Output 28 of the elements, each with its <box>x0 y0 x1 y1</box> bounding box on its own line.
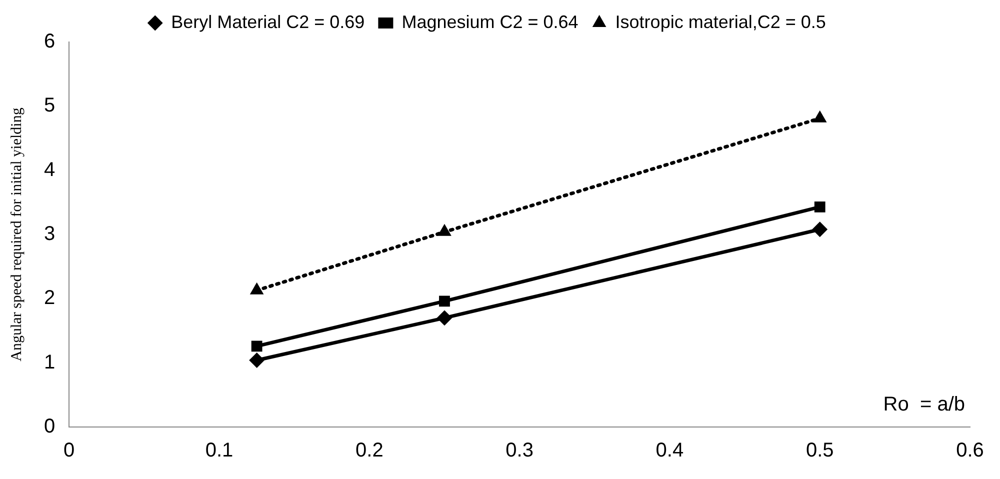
x-tick-label: 0.1 <box>205 440 234 462</box>
y-tick-label: 5 <box>44 94 56 117</box>
point <box>436 310 452 326</box>
legend-label: Isotropic material,C2 = 0.5 <box>615 12 826 32</box>
y-tick-label: 1 <box>44 351 56 374</box>
point <box>813 110 826 122</box>
x-tick-label: 0.2 <box>356 440 384 462</box>
legend-label: Beryl Material C2 = 0.69 <box>171 12 365 32</box>
y-tick-label: 6 <box>44 30 56 53</box>
x-tick-label: 0.6 <box>956 440 984 462</box>
x-axis-title: Ro = a/b <box>883 394 965 416</box>
legend-label: Magnesium C2 = 0.64 <box>402 12 578 32</box>
y-tick-label: 3 <box>44 223 56 246</box>
point <box>250 282 264 294</box>
y-axis-title: Angular speed required for initial yielding <box>8 107 25 362</box>
point <box>438 224 452 236</box>
point <box>439 296 450 307</box>
y-tick-label: 2 <box>44 287 56 310</box>
y-tick-label: 4 <box>44 158 56 181</box>
point <box>251 340 262 352</box>
point <box>249 352 264 368</box>
x-tick-label: 0 <box>64 440 75 462</box>
x-tick-label: 0.3 <box>506 440 534 462</box>
point <box>814 201 826 212</box>
x-tick-label: 0.4 <box>656 440 684 462</box>
point <box>812 222 828 237</box>
y-tick-label: 0 <box>44 416 56 438</box>
x-tick-label: 0.5 <box>806 440 834 462</box>
